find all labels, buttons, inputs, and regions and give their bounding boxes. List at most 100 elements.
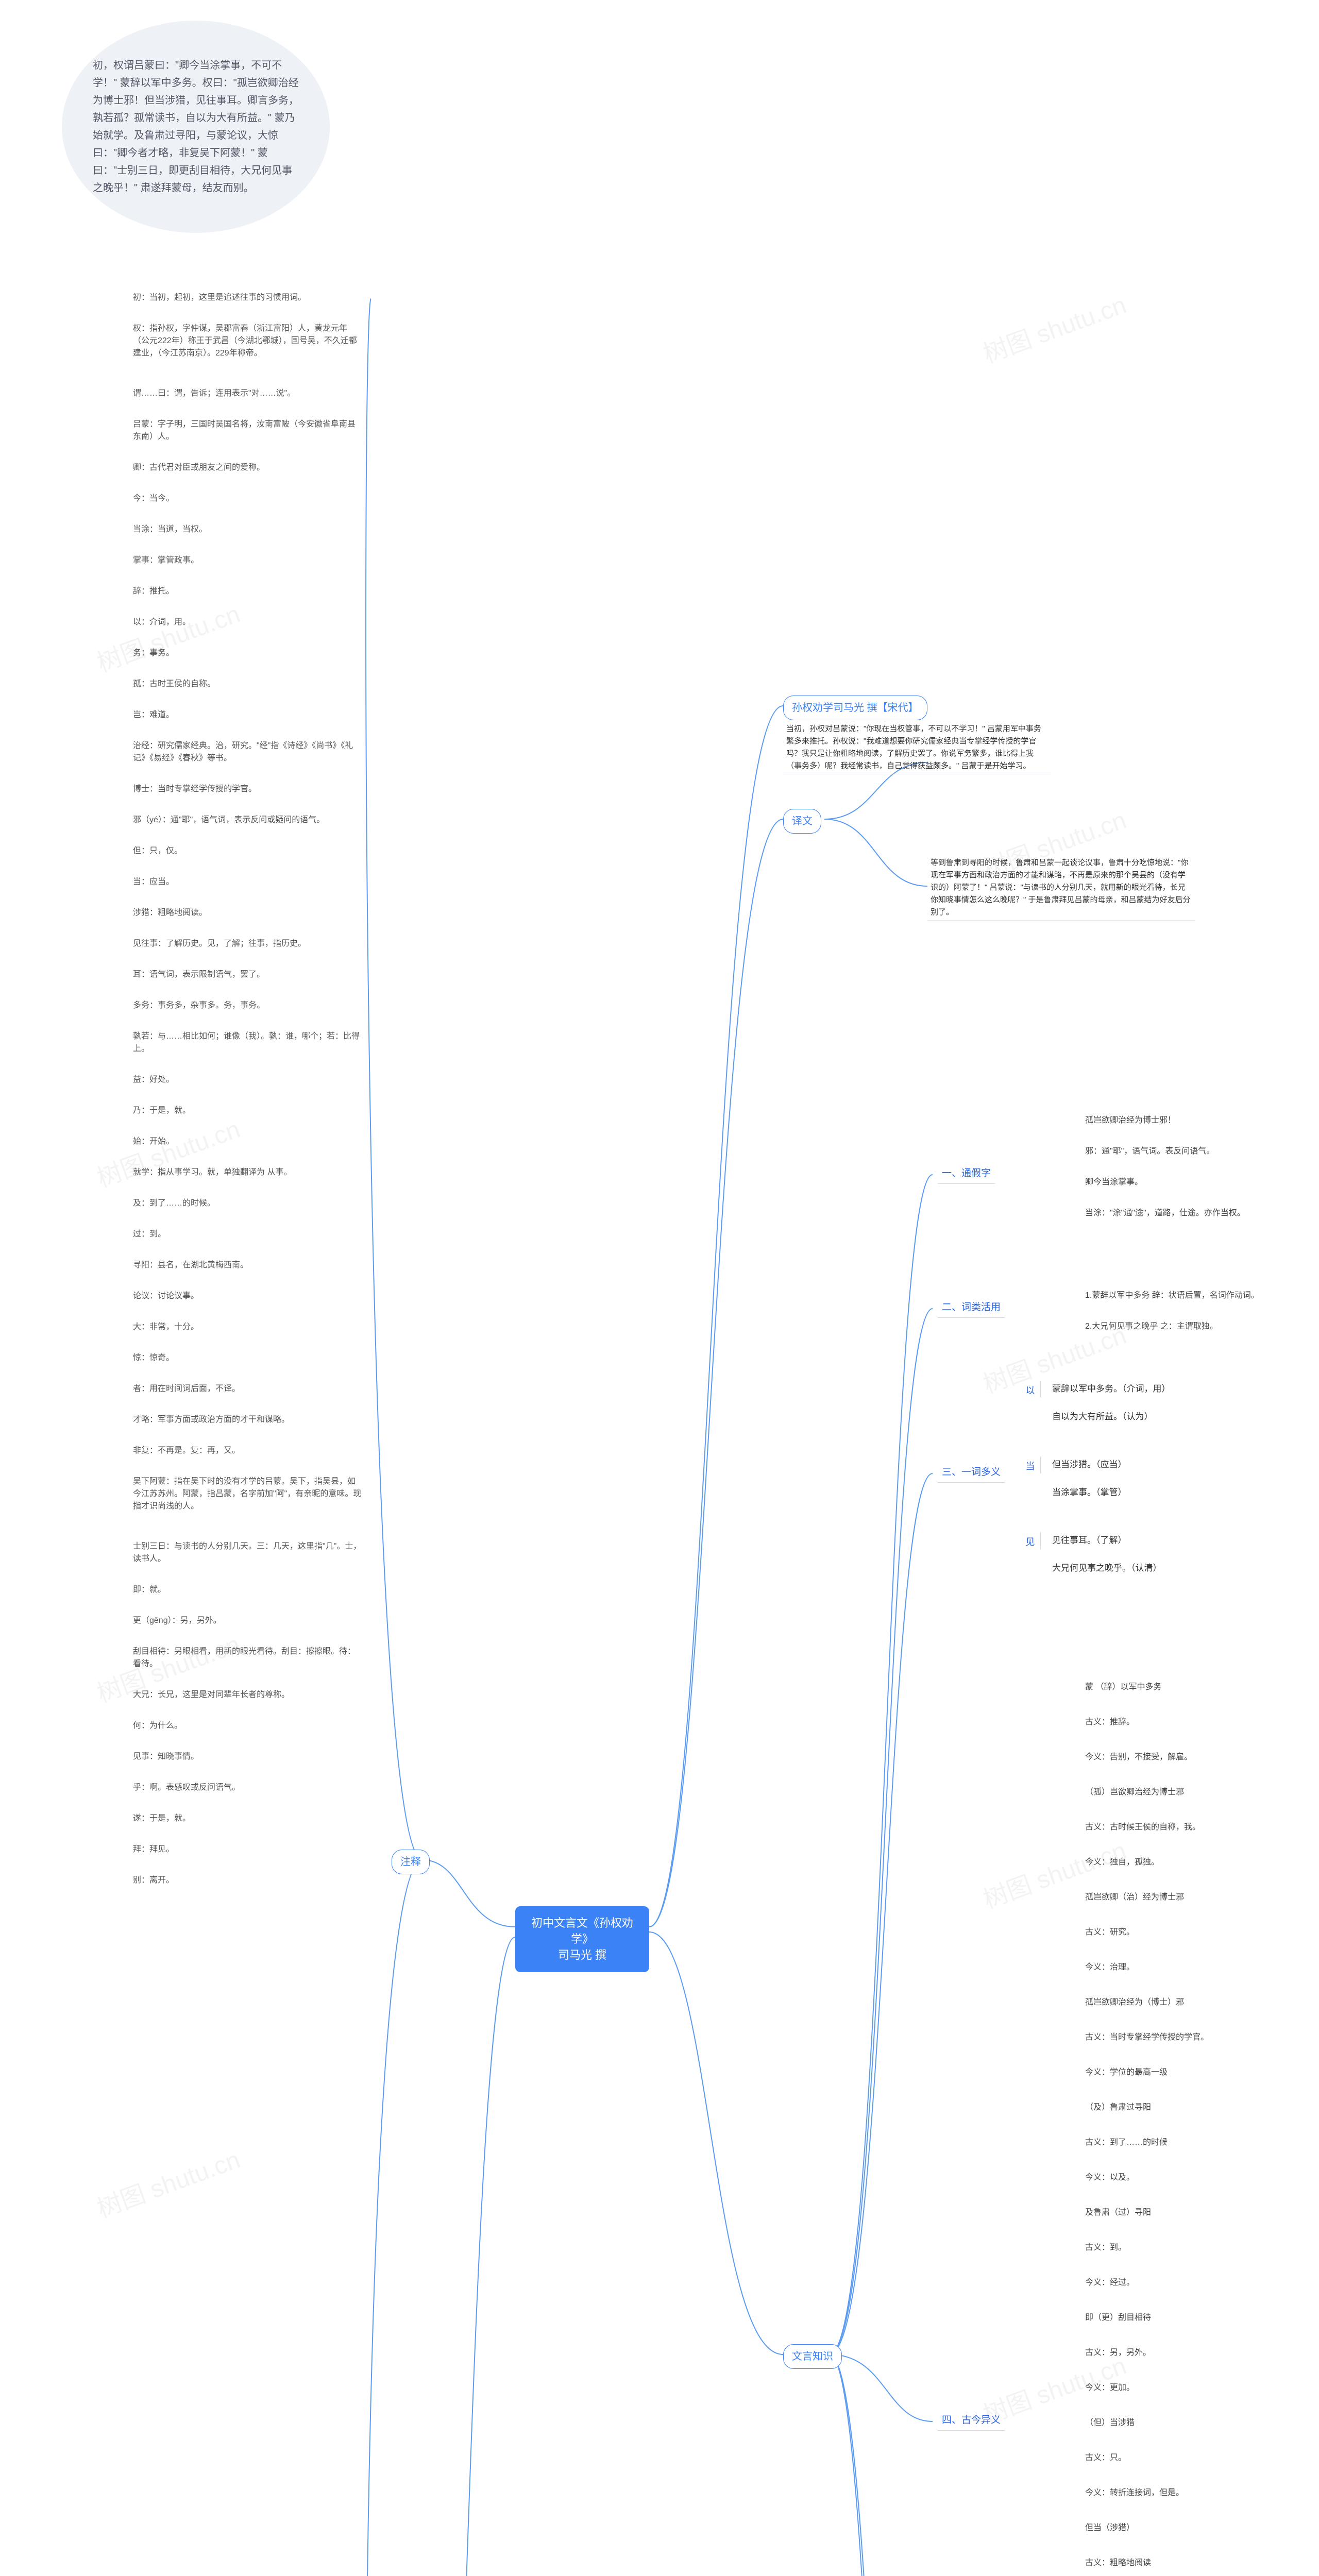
branch-translation[interactable]: 译文 xyxy=(783,809,821,834)
wenyan-item: 孤岂欲卿（治）经为博士邪 xyxy=(1082,1890,1298,1905)
annotation-item: 乃：于是，就。 xyxy=(129,1101,366,1117)
translation-para-2: 等到鲁肃到寻阳的时候，鲁肃和吕蒙一起谈论议事，鲁肃十分吃惊地说："你现在军事方面… xyxy=(927,855,1195,921)
annotation-item: 谓……曰：谓，告诉；连用表示"对……说"。 xyxy=(129,384,366,400)
wenyan-item: 古义：研究。 xyxy=(1082,1925,1298,1940)
annotation-item: 刮目相待：另眼相看，用新的眼光看待。刮目：擦擦眼。待：看待。 xyxy=(129,1642,366,1670)
polysemy-item: 见往事耳。（了解） xyxy=(1049,1532,1165,1549)
polysemy-head: 见 xyxy=(1020,1532,1041,1549)
annotation-item: 孰若：与……相比如何；谁像（我）。孰：谁，哪个；若：比得上。 xyxy=(129,1027,366,1055)
annotation-item: 才略：军事方面或政治方面的才干和谋略。 xyxy=(129,1411,366,1426)
annotation-item: 吴下阿蒙：指在吴下时的没有才学的吕蒙。吴下，指吴县，如今江苏苏州。阿蒙，指吕蒙，… xyxy=(129,1472,366,1513)
branch-wenyan[interactable]: 文言知识 xyxy=(783,2344,842,2369)
annotation-item: 耳：语气词，表示限制语气，罢了。 xyxy=(129,965,366,981)
wenyan-item: 即（更）刮目相待 xyxy=(1082,2310,1298,2326)
annotation-item: 邪（yé）：通"耶"，语气词，表示反问或疑问的语气。 xyxy=(129,811,366,826)
polysemy-head: 当 xyxy=(1020,1456,1041,1473)
translation-para-1: 当初，孙权对吕蒙说："你现在当权管事，不可以不学习！" 吕蒙用军中事务繁多来推托… xyxy=(783,721,1051,774)
annotation-item: 治经：研究儒家经典。治，研究。"经"指《诗经》《尚书》《礼记》《易经》《春秋》等… xyxy=(129,737,366,765)
annotation-item: 士别三日：与读书的人分别几天。三：几天，这里指"几"。士，读书人。 xyxy=(129,1537,366,1565)
annotation-item: 辞：推托。 xyxy=(129,582,366,598)
polysemy-head: 以 xyxy=(1020,1381,1041,1398)
annotation-item: 孤：古时王侯的自称。 xyxy=(129,675,366,690)
annotation-item: 当涂：当道，当权。 xyxy=(129,520,366,536)
annotation-item: 博士：当时专掌经学传授的学官。 xyxy=(129,780,366,795)
annotation-item: 吕蒙：字子明，三国时吴国名将，汝南富陂（今安徽省阜南县东南）人。 xyxy=(129,415,366,443)
annotation-item: 但：只，仅。 xyxy=(129,842,366,857)
annotation-item: 涉猎：粗略地阅读。 xyxy=(129,904,366,919)
wenyan-item: 今义：独自，孤独。 xyxy=(1082,1855,1298,1870)
annotation-item: 大：非常，十分。 xyxy=(129,1318,366,1333)
annotation-item: 者：用在时间词后面，不译。 xyxy=(129,1380,366,1395)
wenyan-item: 今义：以及。 xyxy=(1082,2170,1298,2185)
polysemy-item: 但当涉猎。（应当） xyxy=(1049,1456,1130,1473)
wenyan-s1-label[interactable]: 一、通假字 xyxy=(938,1164,995,1184)
annotation-item: 何：为什么。 xyxy=(129,1717,366,1732)
wenyan-item: 古义：另，另外。 xyxy=(1082,2345,1298,2361)
annotation-item: 益：好处。 xyxy=(129,1071,366,1086)
wenyan-item: 今义：学位的最高一级 xyxy=(1082,2065,1298,2080)
wenyan-item: 今义：告别，不接受，解雇。 xyxy=(1082,1750,1298,1765)
annotation-item: 以：介词，用。 xyxy=(129,613,366,629)
annotation-item: 当：应当。 xyxy=(129,873,366,888)
wenyan-s2-items: 1.蒙辞以军中多务 辞：状语后置，名词作动词。 2.大兄何见事之晚乎 之：主谓取独… xyxy=(1082,1288,1298,1350)
root-title-line2: 司马光 撰 xyxy=(558,1948,606,1961)
polysemy-item: 自以为大有所益。（认为） xyxy=(1049,1409,1174,1425)
wenyan-s3-label[interactable]: 三、一词多义 xyxy=(938,1463,1005,1483)
annotation-item: 别：离开。 xyxy=(129,1871,366,1887)
wenyan-item: 古义：到了……的时候 xyxy=(1082,2135,1298,2150)
wenyan-item: 及鲁肃（过）寻阳 xyxy=(1082,2205,1298,2221)
wenyan-item: 但当（涉猎） xyxy=(1082,2520,1298,2536)
wenyan-item: 2.大兄何见事之晚乎 之：主谓取独。 xyxy=(1082,1319,1298,1334)
wenyan-item: 古义：粗略地阅读 xyxy=(1082,2555,1298,2571)
wenyan-item: 古义：当时专掌经学传授的学官。 xyxy=(1082,2030,1298,2045)
annotation-item: 即：就。 xyxy=(129,1581,366,1596)
wenyan-item: 今义：治理。 xyxy=(1082,1960,1298,1975)
annotation-item: 遂：于是，就。 xyxy=(129,1809,366,1825)
annotation-item: 过：到。 xyxy=(129,1225,366,1241)
wenyan-item: 今义：经过。 xyxy=(1082,2275,1298,2291)
polysemy-item: 当涂掌事。（掌管） xyxy=(1049,1484,1130,1501)
annotation-item: 始：开始。 xyxy=(129,1132,366,1148)
annotation-item: 见往事：了解历史。见，了解；往事，指历史。 xyxy=(129,935,366,950)
mindmap-root[interactable]: 初中文言文《孙权劝学》 司马光 撰 xyxy=(515,1906,649,1972)
polysemy-item: 蒙辞以军中多务。（介词，用） xyxy=(1049,1381,1174,1397)
wenyan-item: 孤岂欲卿治经为博士邪！ xyxy=(1082,1113,1298,1128)
annotation-item: 就学：指从事学习。就，单独翻译为 从事。 xyxy=(129,1163,366,1179)
wenyan-item: 当涂："涂"通"途"，道路，仕途。亦作当权。 xyxy=(1082,1206,1298,1221)
wenyan-item: 蒙 （辞）以军中多务 xyxy=(1082,1680,1298,1695)
annotation-item: 权：指孙权，字仲谋，吴郡富春（浙江富阳）人，黄龙元年（公元222年）称王于武昌（… xyxy=(129,319,366,360)
branch-annotations[interactable]: 注释 xyxy=(392,1850,430,1874)
annotation-item: 非复：不再是。复：再，又。 xyxy=(129,1442,366,1457)
watermark: 树图 shutu.cn xyxy=(977,284,1130,369)
wenyan-item: 古义：到。 xyxy=(1082,2240,1298,2256)
annotation-item: 论议：讨论议事。 xyxy=(129,1287,366,1302)
annotations-column: 初：当初，起初，这里是追述往事的习惯用词。权：指孙权，字仲谋，吴郡富春（浙江富阳… xyxy=(129,289,376,1902)
wenyan-item: 古义：古时候王侯的自称，我。 xyxy=(1082,1820,1298,1835)
wenyan-item: 今义：更加。 xyxy=(1082,2380,1298,2396)
annotation-item: 务：事务。 xyxy=(129,644,366,659)
annotation-item: 初：当初，起初，这里是追述往事的习惯用词。 xyxy=(129,289,366,304)
wenyan-s1-items: 孤岂欲卿治经为博士邪！ 邪：通"耶"，语气词。表反问语气。卿今当涂掌事。当涂："涂… xyxy=(1082,1113,1298,1236)
annotation-item: 乎：啊。表感叹或反问语气。 xyxy=(129,1778,366,1794)
wenyan-s2-label[interactable]: 二、词类活用 xyxy=(938,1298,1005,1318)
wenyan-item: 今义：转折连接词，但是。 xyxy=(1082,2485,1298,2501)
annotation-item: 惊：惊奇。 xyxy=(129,1349,366,1364)
original-text-bubble: 初，权谓吕蒙曰："卿今当涂掌事，不可不学！" 蒙辞以军中多务。权曰："孤岂欲卿治… xyxy=(62,21,330,233)
wenyan-s4-items: 蒙 （辞）以军中多务古义：推辞。今义：告别，不接受，解雇。（孤）岂欲卿治经为博士… xyxy=(1082,1680,1298,2576)
wenyan-item: 卿今当涂掌事。 xyxy=(1082,1175,1298,1190)
wenyan-item: （孤）岂欲卿治经为博士邪 xyxy=(1082,1785,1298,1800)
annotation-item: 拜：拜见。 xyxy=(129,1840,366,1856)
wenyan-item: 古义：只。 xyxy=(1082,2450,1298,2466)
wenyan-item: 邪：通"耶"，语气词。表反问语气。 xyxy=(1082,1144,1298,1159)
wenyan-item: 1.蒙辞以军中多务 辞：状语后置，名词作动词。 xyxy=(1082,1288,1298,1303)
annotation-item: 岂：难道。 xyxy=(129,706,366,721)
annotation-item: 大兄：长兄，这里是对同辈年长者的尊称。 xyxy=(129,1686,366,1701)
wenyan-s3-groups: 以蒙辞以军中多务。（介词，用） 自以为大有所益。（认为） 当但当涉猎。（应当） 当涂掌… xyxy=(1020,1381,1174,1608)
annotation-item: 今：当今。 xyxy=(129,489,366,505)
wenyan-item: （但）当涉猎 xyxy=(1082,2415,1298,2431)
wenyan-item: 孤岂欲卿治经为（博士）邪 xyxy=(1082,1995,1298,2010)
wenyan-item: （及）鲁肃过寻阳 xyxy=(1082,2100,1298,2115)
wenyan-s4-label[interactable]: 四、古今异义 xyxy=(938,2411,1005,2431)
branch-title[interactable]: 孙权劝学司马光 撰【宋代】 xyxy=(783,696,927,720)
annotation-item: 掌事：掌管政事。 xyxy=(129,551,366,567)
